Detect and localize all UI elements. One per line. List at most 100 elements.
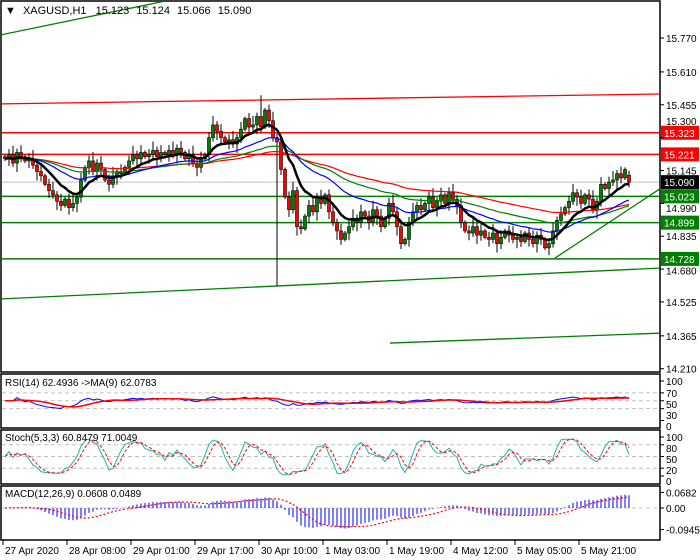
candle-body (51, 190, 55, 196)
macd-tick-label: 0.00 (666, 504, 686, 515)
candle-body (515, 236, 519, 240)
support-trendline (2, 2, 164, 36)
candle-body (131, 154, 135, 162)
candle-body (415, 205, 419, 213)
candle-body (315, 196, 319, 213)
macd-tick-label: -0.0945 (666, 526, 700, 537)
candle-body (451, 192, 455, 200)
candle-body (75, 196, 79, 204)
support-price-tag: 14.899 (664, 219, 695, 230)
candle-body (35, 164, 39, 172)
ohlc-close: 15.090 (218, 5, 252, 17)
candle-body (303, 215, 307, 230)
candle-body (239, 128, 243, 138)
candle-body (71, 203, 75, 208)
ohlc-open: 15.123 (96, 5, 130, 17)
rsi-tick-label: 0 (666, 422, 672, 433)
collapse-arrow-icon[interactable]: ▼ (5, 5, 16, 17)
support-trendline (389, 332, 659, 344)
rsi-ma-line (5, 397, 630, 408)
candle-body (103, 169, 107, 181)
candle-body (579, 196, 583, 204)
candle-body (511, 234, 515, 240)
time-tick-label: 30 Apr 10:00 (261, 546, 318, 557)
candle-body (591, 198, 595, 211)
candle-body (47, 183, 51, 191)
price-panel[interactable]: 15.323 15.221 15.023 14.899 14.728 15.090 15.7… (0, 0, 699, 376)
ma-black-line (4, 123, 630, 242)
candle-body (407, 222, 411, 240)
candle-body (627, 174, 631, 183)
candle-body (219, 130, 223, 138)
candle-body (211, 124, 215, 138)
candle-body (147, 154, 151, 158)
stoch-d-line (4, 438, 630, 475)
current-price-tag: 15.090 (664, 178, 695, 189)
candle-body (335, 222, 339, 232)
candle-body (431, 196, 435, 208)
candle-body (39, 171, 43, 177)
candle-body (379, 215, 383, 227)
candle-body (159, 152, 163, 158)
candle-body (107, 179, 111, 185)
candle-body (63, 198, 67, 206)
candle-body (375, 209, 379, 217)
candle-body (327, 194, 331, 213)
price-tick-label: 14.365 (666, 332, 697, 343)
price-tick-label: 14.680 (666, 267, 697, 278)
candle-body (195, 162, 199, 168)
candle-body (179, 147, 183, 153)
candle-body (295, 190, 299, 227)
candle-body (599, 183, 603, 202)
time-tick-label: 5 May 05:00 (517, 546, 572, 557)
price-tick-label: 15.610 (666, 68, 697, 79)
candle-body (487, 236, 491, 240)
price-plot (2, 2, 659, 344)
support-price-tag-bg (661, 215, 699, 230)
candle-body (499, 236, 503, 244)
price-tick-label: 15.770 (666, 34, 697, 45)
price-tick-label: 14.210 (666, 365, 697, 376)
rsi-tick-label: 70 (666, 389, 678, 400)
candle-body (587, 194, 591, 200)
stoch-tick-label: 80 (666, 444, 678, 455)
resistance-price-tag-bg (661, 147, 699, 162)
candle-body (611, 179, 615, 183)
stoch-tick-label: 0 (666, 477, 672, 488)
support-price-tag: 15.023 (664, 192, 695, 203)
candle-body (519, 236, 523, 242)
panel-frame (0, 0, 661, 373)
candle-body (87, 160, 91, 168)
candle-body (419, 205, 423, 211)
candle-body (471, 226, 475, 234)
ohlc-low: 15.066 (177, 5, 211, 17)
candle-body (443, 194, 447, 204)
candle-body (423, 203, 427, 211)
rsi-tick-label: 50 (666, 400, 678, 411)
stoch-tick-label: 50 (666, 455, 678, 466)
time-axis: 27 Apr 2020 28 Apr 08:00 29 Apr 01:00 29 Ap… (2, 540, 636, 557)
candle-body (223, 137, 227, 143)
rsi-tick-label: 100 (666, 377, 683, 388)
candle-body (347, 226, 351, 234)
price-tick-label: 14.990 (666, 204, 697, 215)
candle-body (447, 192, 451, 204)
candle-body (255, 116, 259, 126)
candle-body (495, 232, 499, 244)
candle-body (279, 141, 283, 170)
candle-body (307, 205, 311, 217)
support-price-tag: 14.728 (664, 255, 695, 266)
time-tick-label: 28 Apr 08:00 (69, 546, 126, 557)
candle-body (251, 124, 255, 128)
macd-panel[interactable]: 0.0682 0.00 -0.0945 (0, 485, 700, 541)
support-trendline (2, 267, 659, 300)
macd-title: MACD(12,26,9) 0.0608 0.0489 (5, 489, 142, 500)
candle-body (583, 194, 587, 204)
candle-body (483, 230, 487, 238)
candle-body (287, 196, 291, 211)
price-tick-label: 14.835 (666, 232, 697, 243)
candle-body (215, 124, 219, 132)
